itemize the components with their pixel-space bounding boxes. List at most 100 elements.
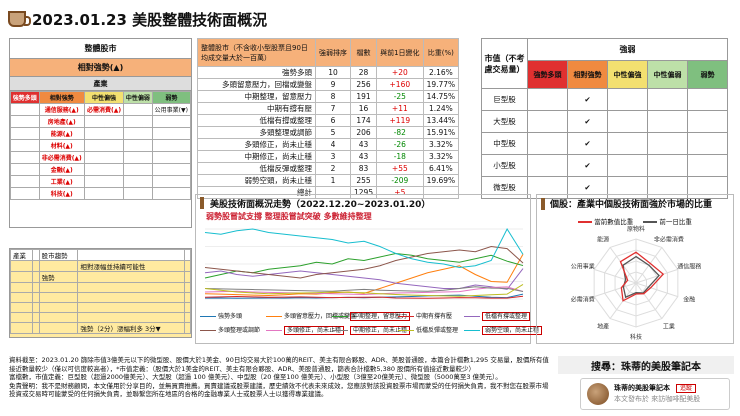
trend-cell: 產業 — [9, 249, 34, 261]
matrix-strength-header: 強弱 — [527, 38, 728, 61]
trend-cell — [38, 260, 79, 272]
industry-cell: 能源(▲) — [38, 127, 85, 140]
trend-cell — [77, 271, 185, 283]
trend-row — [9, 312, 192, 323]
trend-cell — [9, 271, 34, 283]
legend-item: 低檔有撐或整理 — [464, 311, 531, 321]
industry-col-header: 強勢多頭 — [10, 91, 40, 104]
series-line — [204, 253, 524, 297]
industry-cell — [123, 175, 153, 188]
radar-legend-current: 當前數值比重 — [594, 218, 634, 226]
industry-cell — [151, 115, 192, 128]
industry-cell: 非必需消費(▲) — [38, 151, 85, 164]
industry-trend-table: 產業 股市趨勢 相對漲幅並持續可能性 強勢 強勢（2分）漲幅利多 3分▼ — [9, 249, 192, 334]
table-col-header: 強弱排序 — [315, 38, 351, 67]
table-cell: 83 — [349, 162, 378, 175]
trend-cell — [183, 249, 192, 261]
table-row: 多頭留意壓力，回檔或變盤 9 256 +160 19.77% — [197, 78, 460, 91]
industry-cell — [151, 163, 192, 176]
table-cell: 19.77% — [422, 78, 460, 91]
legend-item: 多頭修正，尚未止穩 — [266, 325, 345, 335]
matrix-cell — [607, 88, 648, 111]
industry-cell — [83, 187, 125, 200]
legend-label: 多頭整理或調節 — [218, 327, 261, 334]
series-line — [204, 268, 524, 290]
radar-axis — [593, 268, 637, 284]
industry-row: 能源(▲) — [10, 127, 192, 140]
legend-swatch — [464, 330, 480, 331]
series-line — [204, 295, 524, 299]
table-cell: 中期整理，留意壓力 — [197, 90, 316, 103]
trend-cell — [77, 312, 185, 323]
industry-row: 工業(▲) — [10, 175, 192, 188]
page-title: 2023.01.23 美股整體技術面概況 — [32, 10, 268, 29]
matrix-cell: ✔ — [567, 154, 608, 177]
industry-trend-panel: 產業 股市趨勢 相對漲幅並持續可能性 強勢 強勢（2分）漲幅利多 3分▼ — [9, 248, 192, 338]
matrix-row-label: 小型股 — [481, 154, 528, 177]
market-cap-matrix: 市值（不考慮交易量） 強弱 強勢多頭 相對強勢 中性偏強 中性偏弱 弱勢 巨型股 ✔ 大型股… — [481, 38, 728, 199]
industry-cell — [10, 139, 40, 152]
trend-row: 相對漲幅並持續可能性 — [9, 260, 192, 272]
industry-cell — [10, 127, 40, 140]
table-row: 低檔反彈或整理 2 83 +55 6.41% — [197, 162, 460, 175]
industry-cell — [151, 127, 192, 140]
matrix-cell — [607, 110, 648, 133]
legend-swatch — [266, 330, 282, 331]
legend-item: 中期整理，留意壓力 — [332, 311, 411, 321]
matrix-corner: 市值（不考慮交易量） — [481, 38, 528, 89]
table-row: 總計 1295 +5 — [197, 186, 460, 199]
matrix-row: 大型股 ✔ — [481, 110, 728, 133]
table-cell: -26 — [376, 138, 424, 151]
trend-cell — [9, 292, 34, 303]
radar-axis-label: 原物料 — [627, 225, 645, 233]
table-cell: 256 — [349, 78, 378, 91]
table-cell: 16 — [349, 102, 378, 115]
matrix-cell — [687, 132, 728, 155]
industry-cell — [10, 187, 40, 200]
table-col-header: 檔數 — [349, 38, 378, 67]
trend-chart-subtitle: 弱勢股嘗試支撐 整理股嘗試突破 多數維持整理 — [206, 212, 372, 221]
industry-cell — [10, 115, 40, 128]
industry-row: 非必需消費(▲) — [10, 151, 192, 164]
industry-cell: 房地產(▲) — [38, 115, 85, 128]
matrix-cell — [687, 176, 728, 199]
trend-chart-panel: 美股技術面概況走勢（2022.12.20~2023.01.20） 弱勢股嘗試支撐… — [195, 194, 543, 344]
matrix-row-label: 巨型股 — [481, 88, 528, 111]
industry-cell — [123, 115, 153, 128]
industry-cell — [123, 103, 153, 116]
strength-distribution-table: 整體股市（不含收小型股票且90日均成交量大於一百萬） 強弱排序 檔數 與前1日變化 比重… — [197, 38, 460, 199]
radar-axis-label: 必需消費 — [571, 296, 595, 304]
table-row: 低檔有撐或整理 6 174 +119 13.44% — [197, 114, 460, 127]
radar-axis — [635, 268, 679, 284]
legend-label: 中期整理，留意壓力 — [350, 312, 411, 321]
table-cell: 1.24% — [422, 102, 460, 115]
industry-cell — [83, 151, 125, 164]
footnote-disclaimer: 免責聲明：我不是財務顧問，本文僅用於分享目的，並無買賣推薦。買賣建議或股票建議，… — [9, 381, 549, 399]
series-line — [204, 245, 524, 279]
author-card[interactable]: 珠蒂的美股筆記本 追蹤 本文發布於 來訪咖啡配美股 — [580, 378, 730, 410]
legend-label: 多頭留意壓力，回檔或變盤 — [284, 313, 357, 320]
overall-market-status: 相對強勢(▲) — [10, 59, 191, 77]
series-line — [204, 284, 524, 297]
follow-button[interactable]: 追蹤 — [676, 384, 697, 393]
industry-cell — [83, 139, 125, 152]
matrix-cell — [607, 132, 648, 155]
legend-label: 低檔反彈或整理 — [416, 327, 459, 334]
matrix-cell: ✔ — [567, 88, 608, 111]
table-cell: 多頭修正，尚未止穩 — [197, 138, 316, 151]
matrix-col-header: 強勢多頭 — [527, 60, 568, 89]
matrix-cell: ✔ — [567, 132, 608, 155]
trend-cell — [183, 282, 192, 293]
radar-legend-previous: 前一日比重 — [659, 218, 692, 226]
trend-cell — [183, 302, 192, 313]
radar-axis-label: 能源 — [597, 235, 609, 243]
legend-label: 中期修正，尚未止穩 — [350, 326, 411, 335]
table-cell: -209 — [376, 174, 424, 187]
series-line — [204, 252, 524, 279]
matrix-cell — [687, 154, 728, 177]
industry-cell — [83, 163, 125, 176]
matrix-cell — [527, 154, 568, 177]
table-cell: 低檔有撐或整理 — [197, 114, 316, 127]
trend-cell — [77, 282, 185, 293]
